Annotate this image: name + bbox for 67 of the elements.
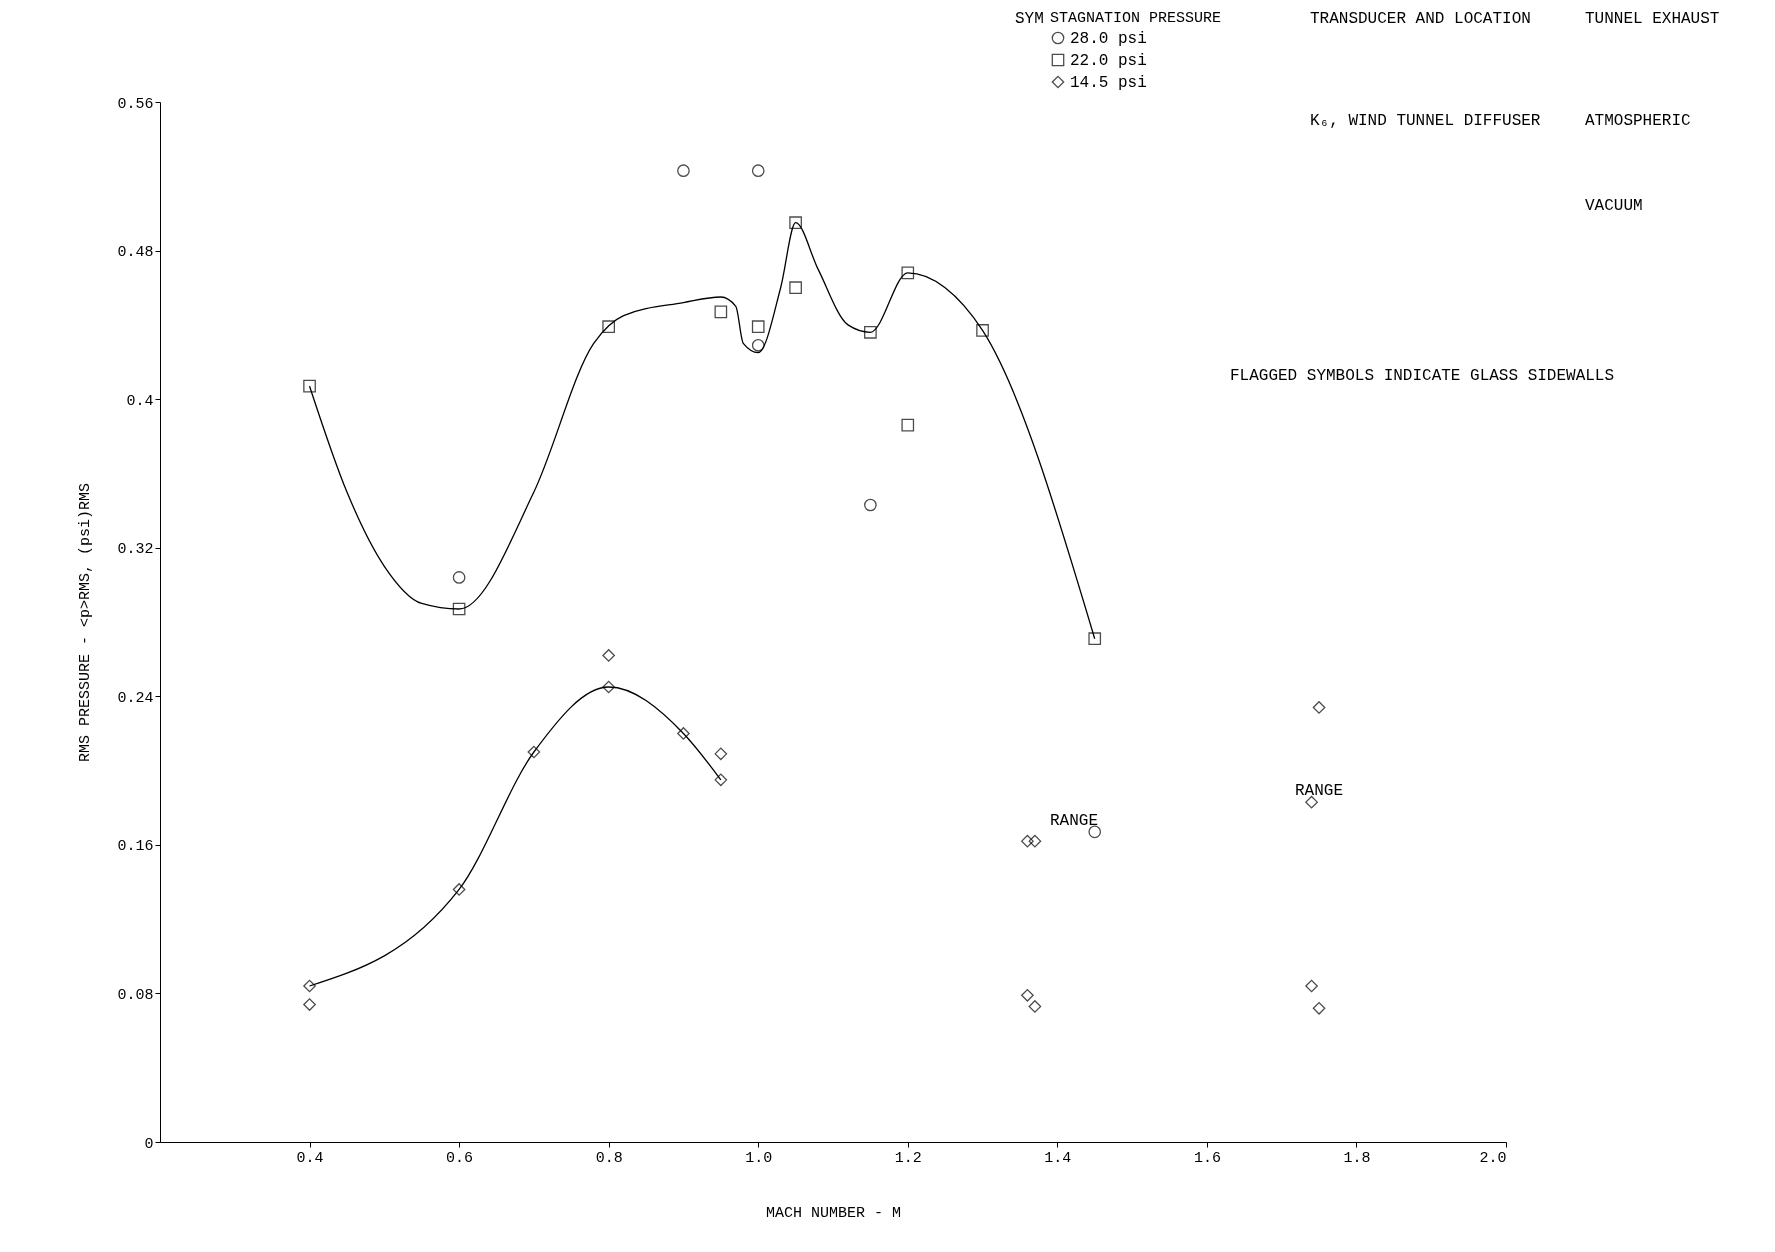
x-tick-label: 1.2 <box>894 1149 922 1167</box>
x-axis-title: MACH NUMBER - M <box>765 1204 902 1222</box>
point <box>1305 795 1318 809</box>
annotation: RANGE <box>1295 782 1344 800</box>
y-tick-label: 0.24 <box>117 689 154 707</box>
text: TRANSDUCER AND LOCATION <box>1310 10 1531 28</box>
x-tick-label: 1.6 <box>1193 1149 1221 1167</box>
point <box>303 998 316 1011</box>
y-tick-label: 0 <box>144 1135 154 1153</box>
point <box>1305 979 1318 993</box>
point <box>1312 701 1326 714</box>
legend-title: STAGNATION PRESSURE <box>1050 10 1222 27</box>
point <box>452 602 466 616</box>
y-tick-label: 0.48 <box>117 244 154 262</box>
point <box>789 281 802 295</box>
y-tick-label: 0.16 <box>117 838 154 856</box>
x-tick-label: 1.8 <box>1343 1149 1371 1167</box>
y-tick-label: 0.4 <box>126 392 154 410</box>
point <box>864 325 877 339</box>
legend-label: 14.5 psi <box>1070 74 1147 92</box>
point <box>1028 1000 1042 1013</box>
legend-label: 28.0 psi <box>1070 30 1147 48</box>
point <box>901 418 915 432</box>
y-axis-title: RMS PRESSURE - <p>RMS, (psi)RMS <box>77 482 95 763</box>
point <box>751 320 765 334</box>
annotation: FLAGGED SYMBOLS INDICATE GLASS SIDEWALLS <box>1230 367 1615 385</box>
point <box>751 338 765 352</box>
point <box>751 164 765 178</box>
x-tick-label: 1.0 <box>745 1149 773 1167</box>
text: VACUUM <box>1585 197 1643 215</box>
point <box>602 320 616 334</box>
point <box>303 979 316 993</box>
point <box>1088 825 1102 839</box>
point <box>864 498 877 512</box>
point <box>976 324 989 337</box>
x-tick-label: 2.0 <box>1479 1149 1507 1167</box>
point <box>452 883 466 896</box>
point <box>1021 988 1034 1002</box>
point <box>677 727 690 740</box>
point <box>527 745 541 759</box>
annotation: K₆, WIND TUNNEL DIFFUSER <box>1310 112 1541 130</box>
point <box>901 266 915 280</box>
point <box>1021 834 1034 848</box>
y-tick-label: 0.32 <box>117 541 154 559</box>
point <box>1028 834 1042 848</box>
text: SYM <box>1015 10 1044 28</box>
point <box>714 747 728 761</box>
point <box>714 305 728 319</box>
point <box>714 773 728 787</box>
text: TUNNEL EXHAUST <box>1585 10 1720 28</box>
legend-label: 22.0 psi <box>1070 52 1147 70</box>
y-tick-label: 0.56 <box>117 95 154 113</box>
point <box>1088 632 1102 646</box>
x-tick-label: 0.8 <box>595 1149 623 1167</box>
point <box>1312 1001 1326 1015</box>
x-tick-label: 0.4 <box>296 1149 324 1167</box>
point <box>602 680 616 694</box>
point <box>452 571 466 584</box>
point <box>303 379 316 393</box>
x-tick-label: 1.4 <box>1044 1149 1072 1167</box>
annotation: RANGE <box>1050 812 1099 830</box>
y-tick-label: 0.08 <box>117 986 154 1004</box>
point <box>602 649 616 662</box>
text: ATMOSPHERIC <box>1585 112 1691 130</box>
point <box>677 164 690 178</box>
x-tick-label: 0.6 <box>446 1149 474 1167</box>
point <box>789 216 802 230</box>
